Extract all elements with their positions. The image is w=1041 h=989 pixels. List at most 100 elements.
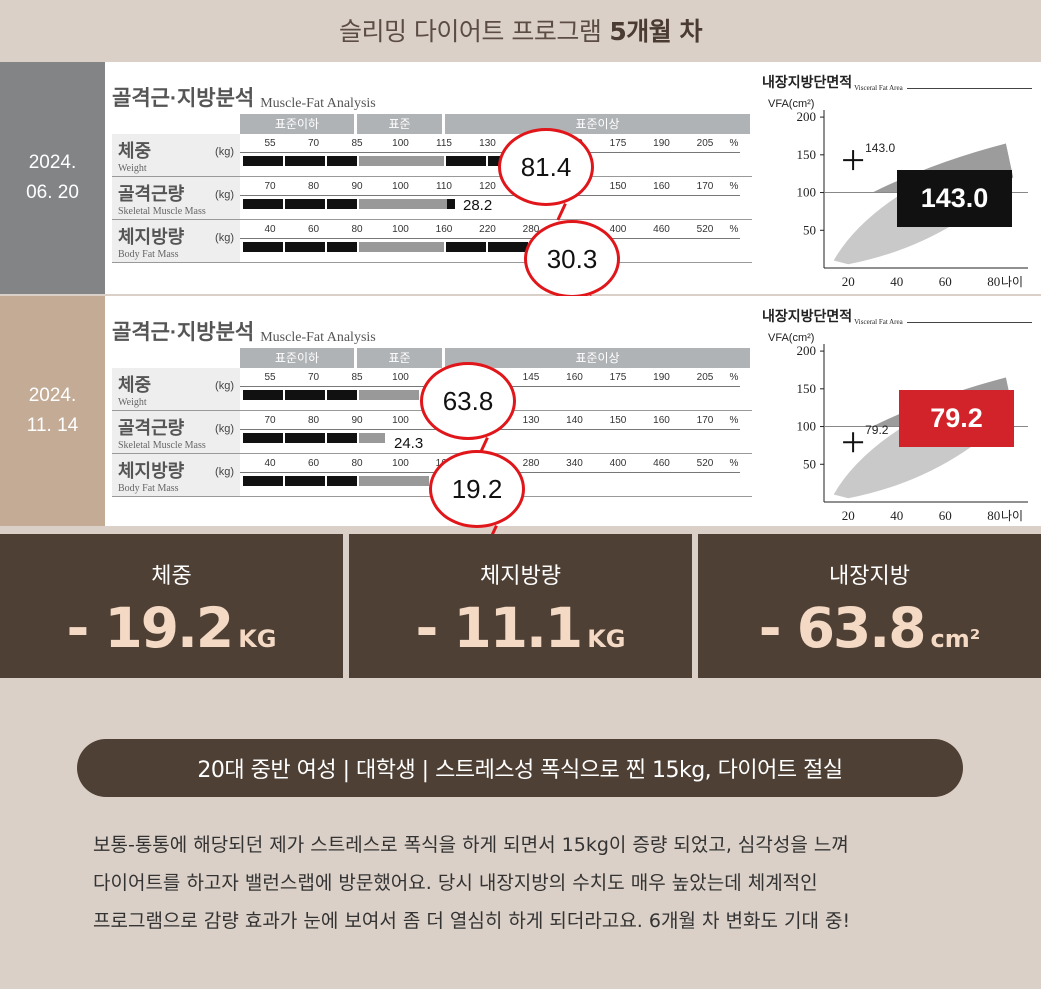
vfa-x-label: 나이	[1001, 275, 1023, 289]
analysis-title-en: Muscle-Fat Analysis	[260, 96, 376, 111]
scale-tick: 150	[609, 181, 627, 192]
metric-label: 체중 Weight (kg)	[112, 368, 240, 410]
muscle-fat-analysis: 골격근·지방분석 Muscle-Fat Analysis 표준이하 표준 표준이상…	[112, 84, 752, 298]
scale-tick: 140	[566, 415, 583, 426]
weight-value: 81.4	[520, 151, 572, 182]
record-date-text: 2024. 11. 14	[26, 385, 79, 436]
vfa-chart: 내장지방단면적 Visceral Fat Area VFA(cm²) 200 150…	[762, 72, 1032, 292]
metric-name-en: Body Fat Mass	[118, 249, 179, 260]
scale-tick: 160	[566, 372, 583, 383]
story-text: 보통-통통에 해당되던 제가 스트레스로 폭식을 하게 되면서 15kg이 증량…	[93, 826, 953, 940]
scale-tick: 85	[351, 138, 363, 149]
metric-name-ko: 체지방량	[118, 227, 185, 247]
percent-sign: %	[729, 138, 739, 149]
vfa-title: 내장지방단면적 Visceral Fat Area	[762, 72, 1032, 92]
vfa-title-en: Visceral Fat Area	[854, 318, 903, 326]
scale-tick: 150	[609, 415, 627, 426]
scale-tick: 100	[392, 224, 409, 235]
stat-label: 체중	[151, 564, 192, 589]
weight-highlight-circle: 81.4	[498, 128, 594, 206]
vfa-ylabel: VFA(cm²)	[768, 332, 815, 344]
stat-unit: KG	[587, 625, 626, 653]
record-date-text: 2024. 06. 20	[26, 152, 79, 203]
weight-value: 63.8	[442, 385, 494, 416]
vfa-y-tick: 200	[797, 343, 817, 358]
scale-tick: 80	[307, 181, 320, 192]
scale-tick: 40	[264, 458, 276, 469]
smm-bar-low	[243, 433, 357, 443]
scale-tick: 190	[653, 372, 670, 383]
metric-name-en: Skeletal Muscle Mass	[118, 206, 206, 217]
stat-unit: KG	[238, 625, 277, 653]
weight-bar-low	[243, 156, 357, 166]
scale-tick: 55	[264, 372, 276, 383]
vfa-value: 79.2	[930, 403, 983, 433]
scale-tick: 280	[522, 224, 540, 235]
scale-tick: 400	[609, 458, 627, 469]
percent-sign: %	[729, 224, 739, 235]
metric-unit: (kg)	[215, 189, 234, 201]
story-line: 다이어트를 하고자 밸런스랩에 방문했어요. 당시 내장지방의 수치도 매우 높…	[93, 872, 818, 894]
percent-sign: %	[729, 415, 739, 426]
fat-value: 19.2	[451, 473, 503, 504]
vfa-x-tick: 40	[890, 508, 903, 523]
scale-tick: 70	[307, 138, 320, 149]
stat-card-fat: 체지방량 - 11.1 KG	[349, 534, 692, 678]
scale-tick: 460	[653, 224, 670, 235]
weight-bar-high	[446, 156, 526, 166]
metric-label: 체지방량 Body Fat Mass (kg)	[112, 454, 240, 496]
metric-label: 체중 Weight (kg)	[112, 134, 240, 176]
scale-tick: 70	[264, 181, 276, 192]
scale-axis	[240, 238, 740, 239]
scale-tick: 85	[351, 372, 363, 383]
weight-bar-normal	[359, 390, 419, 400]
record-row-1: 2024. 06. 20 골격근·지방분석 Muscle-Fat Analysis…	[0, 62, 1041, 298]
muscle-fat-analysis: 골격근·지방분석 Muscle-Fat Analysis 표준이하 표준 표준이상…	[112, 318, 752, 528]
vfa-x-tick: 60	[939, 508, 952, 523]
vfa-x-tick: 20	[842, 508, 855, 523]
metric-name-en: Body Fat Mass	[118, 483, 179, 494]
vfa-point-label: 79.2	[865, 423, 889, 437]
story-line: 보통-통통에 해당되던 제가 스트레스로 폭식을 하게 되면서 15kg이 증량…	[93, 834, 849, 856]
stat-card-weight: 체중 - 19.2 KG	[0, 534, 343, 678]
scale-tick: 115	[436, 138, 452, 149]
stat-value-line: - 11.1 KG	[349, 596, 692, 660]
story-line: 프로그램으로 감량 효과가 눈에 보여서 좀 더 열심히 하게 되더라고요. 6…	[93, 910, 851, 932]
range-label-normal: 표준	[357, 114, 442, 134]
analysis-title: 골격근·지방분석 Muscle-Fat Analysis	[112, 84, 752, 112]
scale-tick: 60	[307, 224, 320, 235]
metric-label: 골격근량 Skeletal Muscle Mass (kg)	[112, 177, 240, 219]
vfa-x-tick: 60	[939, 274, 952, 289]
vfa-y-tick: 100	[797, 185, 817, 200]
metric-unit: (kg)	[215, 380, 234, 392]
metric-name-en: Skeletal Muscle Mass	[118, 440, 206, 451]
smm-bar-low	[243, 199, 357, 209]
weight-highlight-circle: 63.8	[420, 362, 516, 440]
vfa-title-ko: 내장지방단면적	[762, 74, 853, 90]
scale-tick: 100	[392, 138, 409, 149]
scale-tick: 160	[435, 224, 453, 235]
stats-panel: 체중 - 19.2 KG 체지방량 - 11.1 KG 내장지방 - 63.8 cm²	[0, 534, 1041, 678]
smm-value: 28.2	[463, 197, 493, 214]
fat-bar-high	[446, 242, 536, 252]
scale-tick: 40	[264, 224, 276, 235]
weight-bar-low	[243, 390, 357, 400]
scale-tick: 220	[479, 224, 496, 235]
metric-name-ko: 골격근량	[118, 184, 185, 204]
fat-bar-normal	[359, 242, 444, 252]
stat-value-line: - 63.8 cm²	[698, 596, 1041, 660]
page-title: 슬리밍 다이어트 프로그램 5개월 차	[0, 0, 1041, 60]
scale-tick: 205	[696, 372, 714, 383]
scale-tick: 120	[479, 181, 496, 192]
page-title-prefix: 슬리밍 다이어트 프로그램	[338, 17, 602, 46]
scale-tick: 80	[351, 224, 363, 235]
scale-tick: 160	[653, 181, 670, 192]
scale-tick: 145	[522, 372, 540, 383]
scale-tick: 340	[566, 458, 583, 469]
smm-bar-normal	[359, 433, 385, 443]
profile-banner: 20대 중반 여성 | 대학생 | 스트레스성 폭식으로 찐 15kg, 다이어…	[77, 739, 963, 797]
fat-highlight-circle: 30.3	[524, 220, 620, 298]
scale-tick: 60	[307, 458, 320, 469]
fat-bar-low	[243, 476, 357, 486]
